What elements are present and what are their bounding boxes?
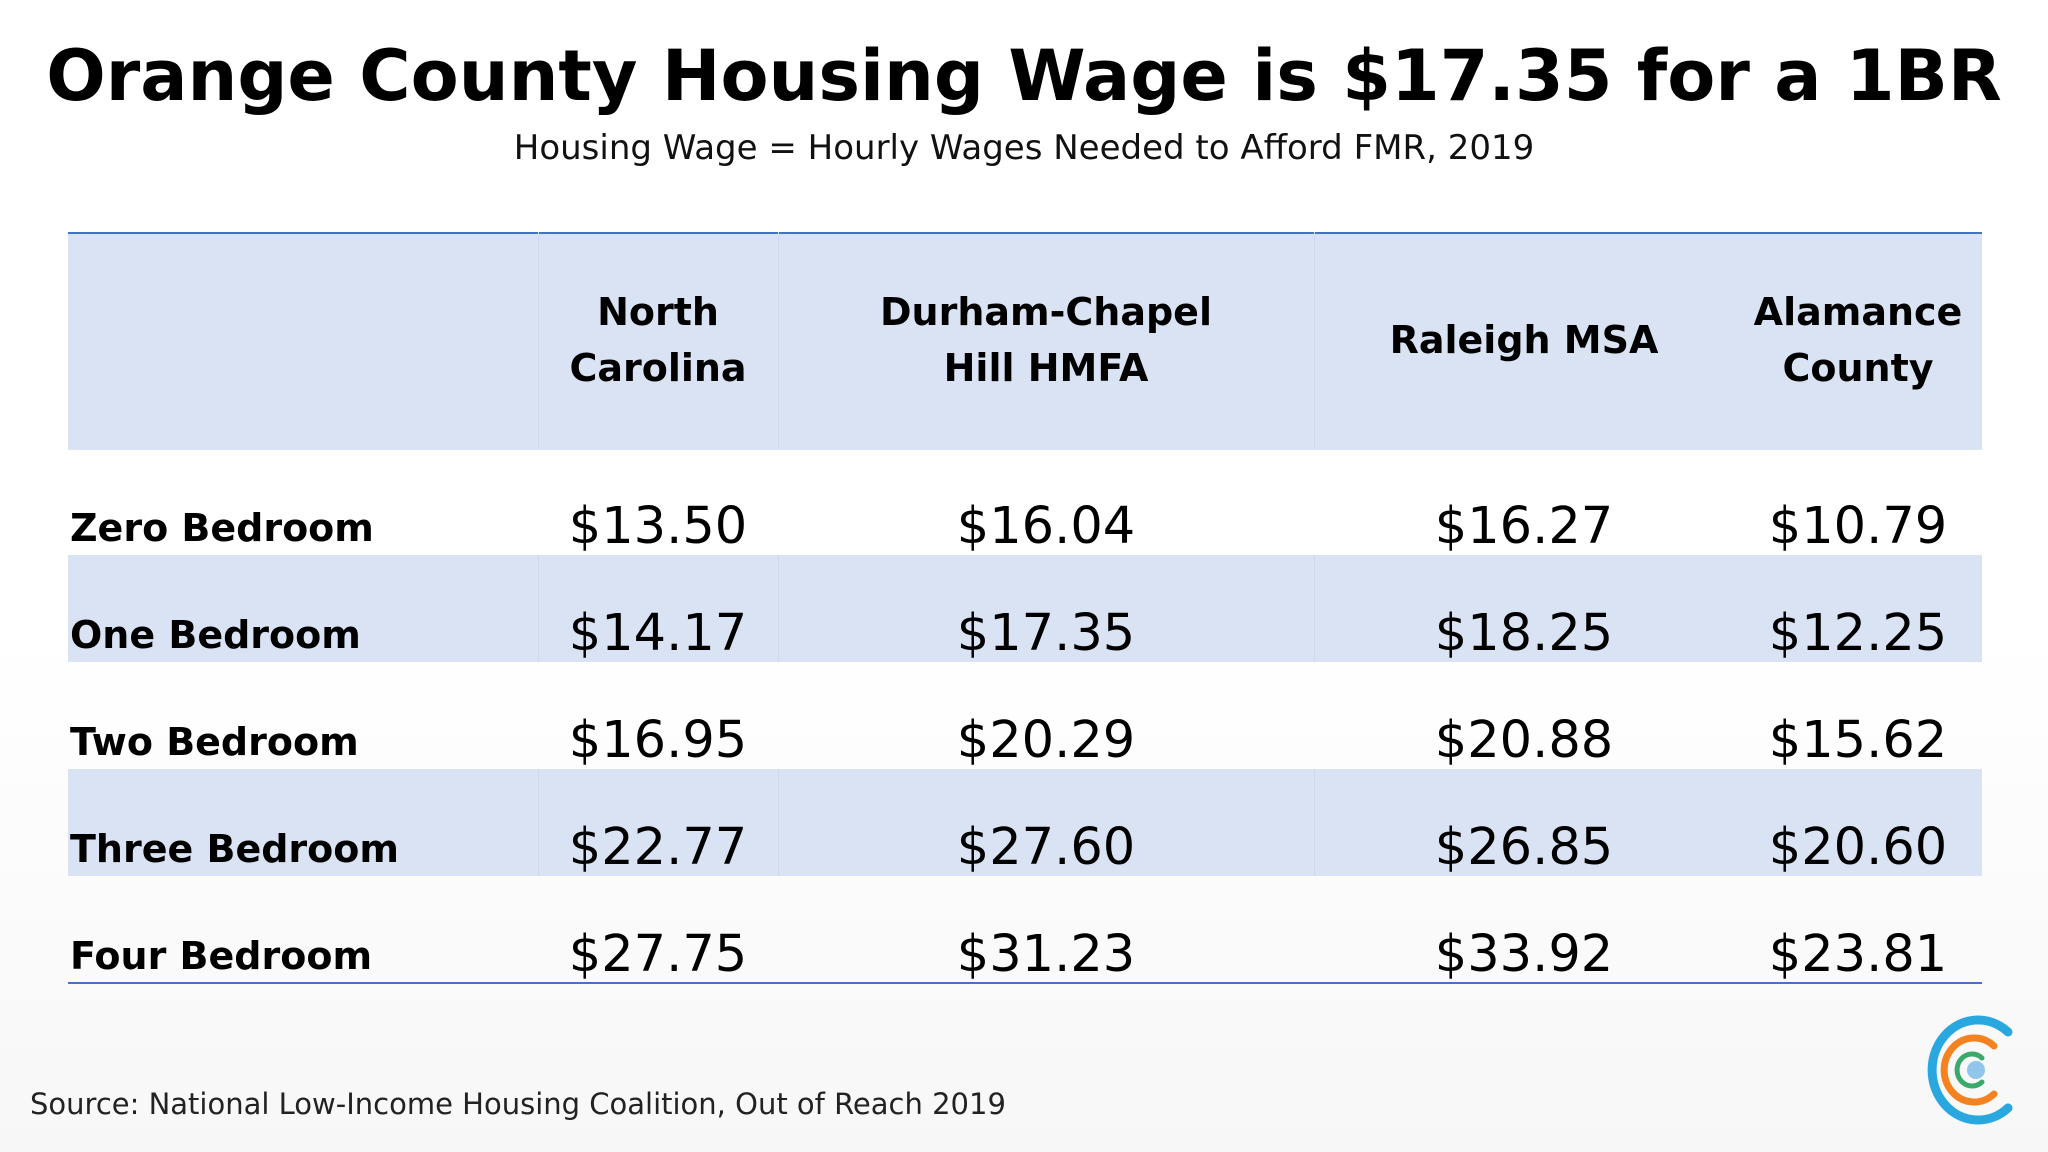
table-cell: $27.75	[568, 925, 748, 984]
column-header-alamance-county: Alamance County	[1734, 232, 1982, 448]
slide-subtitle: Housing Wage = Hourly Wages Needed to Af…	[513, 128, 1535, 168]
row-label-one-bedroom: One Bedroom	[70, 613, 361, 657]
column-divider	[538, 232, 539, 448]
source-note: Source: National Low-Income Housing Coal…	[30, 1087, 1006, 1121]
table-cell: $16.27	[1434, 497, 1614, 556]
column-header-line: Alamance	[1753, 290, 1963, 334]
table-cell: $20.29	[956, 711, 1136, 770]
column-divider	[538, 769, 539, 876]
table-cell: $20.88	[1434, 711, 1614, 770]
column-header-line: Durham-Chapel	[880, 290, 1212, 334]
row-label-two-bedroom: Two Bedroom	[70, 720, 359, 764]
column-divider	[1314, 232, 1315, 448]
column-header-north-carolina: North Carolina	[538, 232, 778, 448]
concentric-c-logo-icon	[1914, 1010, 2018, 1130]
table-cell: $26.85	[1434, 818, 1614, 877]
table-cell: $23.81	[1768, 925, 1948, 984]
column-divider	[1314, 555, 1315, 662]
table-cell: $16.04	[956, 497, 1136, 556]
column-header-durham-chapel-hill: Durham-Chapel Hill HMFA	[778, 232, 1314, 448]
table-cell: $22.77	[568, 818, 748, 877]
table-cell: $10.79	[1768, 497, 1948, 556]
table-cell: $27.60	[956, 818, 1136, 877]
row-band-one-bedroom	[68, 555, 1982, 662]
column-header-line: North	[597, 290, 719, 334]
column-divider	[778, 769, 779, 876]
column-header-line: Raleigh MSA	[1389, 318, 1659, 362]
column-divider	[538, 555, 539, 662]
table-cell: $20.60	[1768, 818, 1948, 877]
table-cell: $13.50	[568, 497, 748, 556]
column-divider	[778, 555, 779, 662]
table-cell: $18.25	[1434, 604, 1614, 663]
table-bottom-rule	[68, 982, 1982, 984]
column-divider	[778, 232, 779, 448]
table-cell: $16.95	[568, 711, 748, 770]
table-header-row	[68, 232, 1982, 450]
table-cell: $33.92	[1434, 925, 1614, 984]
table-cell: $31.23	[956, 925, 1136, 984]
table-cell: $14.17	[568, 604, 748, 663]
table-cell: $15.62	[1768, 711, 1948, 770]
row-label-three-bedroom: Three Bedroom	[70, 827, 399, 871]
column-header-raleigh-msa: Raleigh MSA	[1314, 232, 1734, 448]
column-divider	[1314, 769, 1315, 876]
row-band-three-bedroom	[68, 769, 1982, 876]
column-header-line: Carolina	[569, 346, 747, 390]
table-cell: $12.25	[1768, 604, 1948, 663]
row-label-four-bedroom: Four Bedroom	[70, 934, 373, 978]
column-header-line: Hill HMFA	[943, 346, 1149, 390]
column-header-line: County	[1782, 346, 1934, 390]
slide-title: Orange County Housing Wage is $17.35 for…	[46, 35, 2002, 117]
table-cell: $17.35	[956, 604, 1136, 663]
row-label-zero-bedroom: Zero Bedroom	[70, 506, 374, 550]
housing-wage-table: North Carolina Durham-Chapel Hill HMFA Ral…	[68, 232, 1982, 984]
